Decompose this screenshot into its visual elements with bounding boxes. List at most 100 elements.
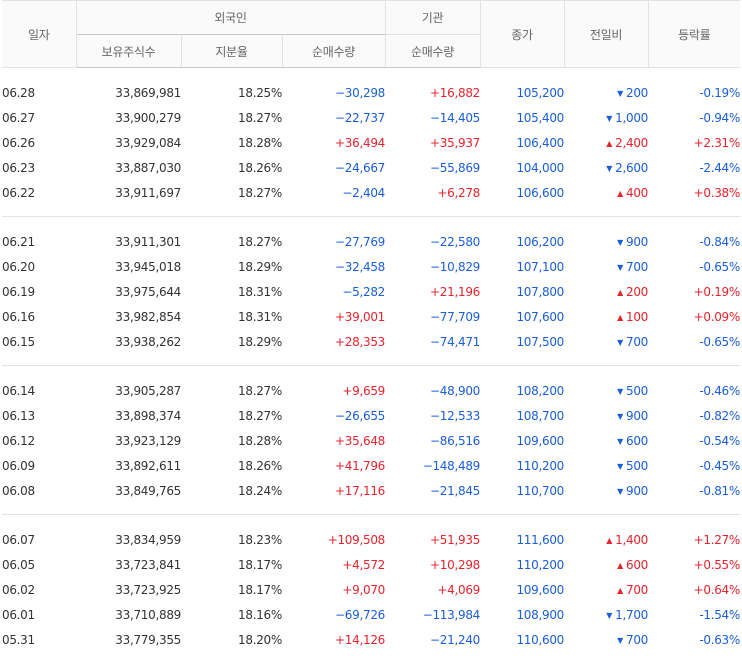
row-holdings: 33,923,129 xyxy=(115,433,181,448)
row-inst-net: +35,937 xyxy=(430,135,480,150)
row-ratio: 18.20% xyxy=(238,632,282,647)
row-rate: -0.82% xyxy=(699,408,740,423)
row-foreign-net: +14,126 xyxy=(335,632,385,647)
row-foreign-net: +36,494 xyxy=(335,135,385,150)
table-row: 06.28 33,869,981 18.25% −30,298 +16,882 105,2… xyxy=(2,80,740,105)
row-rate: +1.27% xyxy=(693,532,741,547)
row-inst-net: −113,984 xyxy=(422,607,481,622)
row-foreign-net: +35,648 xyxy=(335,433,385,448)
row-change-value: 900 xyxy=(625,483,648,498)
row-holdings: 33,945,018 xyxy=(115,259,181,274)
row-close: 105,200 xyxy=(516,85,564,100)
arrow-up-icon: ▲ xyxy=(617,188,623,198)
table-row: 06.23 33,887,030 18.26% −24,667 −55,869 104,0… xyxy=(2,155,740,180)
table-row: 06.12 33,923,129 18.28% +35,648 −86,516 109,6… xyxy=(2,428,740,453)
row-close: 107,600 xyxy=(516,309,564,324)
row-close: 104,000 xyxy=(516,160,564,175)
row-inst-net: +6,278 xyxy=(437,185,480,200)
row-change: ▲ 600 xyxy=(564,552,648,577)
row-inst-net: −22,580 xyxy=(430,234,480,249)
row-date: 06.19 xyxy=(2,284,35,299)
row-ratio: 18.27% xyxy=(238,110,282,125)
table-row: 06.14 33,905,287 18.27% +9,659 −48,900 108,20… xyxy=(2,378,740,403)
row-inst-net: −21,845 xyxy=(430,483,480,498)
row-inst-net: −10,829 xyxy=(430,259,480,274)
row-ratio: 18.17% xyxy=(238,557,282,572)
row-holdings: 33,905,287 xyxy=(115,383,181,398)
row-inst-net: −14,405 xyxy=(430,110,480,125)
header-date: 일자 xyxy=(2,0,77,68)
row-change: ▼ 900 xyxy=(564,403,648,428)
row-date: 06.15 xyxy=(2,334,35,349)
row-change-value: 900 xyxy=(625,234,648,249)
header-institution: 기관 xyxy=(384,0,481,35)
row-close: 107,800 xyxy=(516,284,564,299)
row-foreign-net: +17,116 xyxy=(335,483,385,498)
row-inst-net: −86,516 xyxy=(430,433,480,448)
table-row: 06.26 33,929,084 18.28% +36,494 +35,937 106,4… xyxy=(2,130,740,155)
arrow-down-icon: ▼ xyxy=(617,486,623,496)
row-change-value: 200 xyxy=(625,284,648,299)
arrow-up-icon: ▲ xyxy=(606,138,613,148)
row-change-value: 900 xyxy=(625,408,648,423)
row-ratio: 18.23% xyxy=(238,532,282,547)
row-change: ▼ 1,000 xyxy=(564,105,648,130)
row-foreign-net: −27,769 xyxy=(335,234,385,249)
row-close: 108,900 xyxy=(516,607,564,622)
row-change-value: 700 xyxy=(625,582,648,597)
row-ratio: 18.29% xyxy=(238,259,282,274)
table-row: 06.01 33,710,889 18.16% −69,726 −113,984 108,… xyxy=(2,602,740,627)
table-row: 06.09 33,892,611 18.26% +41,796 −148,489 110,… xyxy=(2,453,740,478)
table-body: 06.28 33,869,981 18.25% −30,298 +16,882 105,2… xyxy=(2,68,740,653)
row-holdings: 33,929,084 xyxy=(115,135,181,150)
row-ratio: 18.27% xyxy=(238,408,282,423)
row-change-value: 500 xyxy=(625,383,648,398)
row-change-value: 1,400 xyxy=(615,532,648,547)
row-change: ▼ 2,600 xyxy=(564,155,648,180)
row-date: 05.31 xyxy=(2,632,35,647)
row-date: 06.13 xyxy=(2,408,35,423)
row-change-value: 100 xyxy=(625,309,648,324)
arrow-down-icon: ▼ xyxy=(617,436,623,446)
group-spacer xyxy=(2,68,740,81)
header-foreign-net: 순매수량 xyxy=(281,34,386,68)
arrow-down-icon: ▼ xyxy=(617,88,623,98)
row-holdings: 33,898,374 xyxy=(115,408,181,423)
row-date: 06.20 xyxy=(2,259,35,274)
row-foreign-net: −30,298 xyxy=(335,85,385,100)
arrow-down-icon: ▼ xyxy=(617,635,623,645)
row-holdings: 33,869,981 xyxy=(115,85,181,100)
arrow-down-icon: ▼ xyxy=(617,461,623,471)
row-foreign-net: +109,508 xyxy=(327,532,386,547)
row-rate: -0.65% xyxy=(699,334,740,349)
row-close: 109,600 xyxy=(516,582,564,597)
row-close: 109,600 xyxy=(516,433,564,448)
row-change: ▼ 500 xyxy=(564,378,648,403)
table-row: 06.05 33,723,841 18.17% +4,572 +10,298 110,20… xyxy=(2,552,740,577)
row-inst-net: −148,489 xyxy=(422,458,481,473)
row-foreign-net: −5,282 xyxy=(342,284,385,299)
row-rate: -0.81% xyxy=(699,483,740,498)
row-change: ▼ 700 xyxy=(564,627,648,652)
row-close: 108,200 xyxy=(516,383,564,398)
table-row: 06.16 33,982,854 18.31% +39,001 −77,709 107,6… xyxy=(2,304,740,329)
row-date: 06.26 xyxy=(2,135,35,150)
row-rate: +0.38% xyxy=(693,185,741,200)
row-close: 107,100 xyxy=(516,259,564,274)
table-row: 06.27 33,900,279 18.27% −22,737 −14,405 105,4… xyxy=(2,105,740,130)
row-close: 110,200 xyxy=(516,458,564,473)
row-inst-net: −21,240 xyxy=(430,632,480,647)
row-change: ▼ 500 xyxy=(564,453,648,478)
row-foreign-net: −69,726 xyxy=(335,607,385,622)
header-holdings: 보유주식수 xyxy=(75,34,182,68)
row-rate: +0.55% xyxy=(693,557,741,572)
row-change: ▼ 1,700 xyxy=(564,602,648,627)
row-change: ▲ 1,400 xyxy=(564,527,648,552)
row-holdings: 33,911,697 xyxy=(115,185,181,200)
row-inst-net: −77,709 xyxy=(430,309,480,324)
arrow-down-icon: ▼ xyxy=(617,411,623,421)
table-row: 06.19 33,975,644 18.31% −5,282 +21,196 107,80… xyxy=(2,279,740,304)
row-inst-net: +51,935 xyxy=(430,532,480,547)
row-inst-net: −55,869 xyxy=(430,160,480,175)
row-holdings: 33,892,611 xyxy=(115,458,181,473)
